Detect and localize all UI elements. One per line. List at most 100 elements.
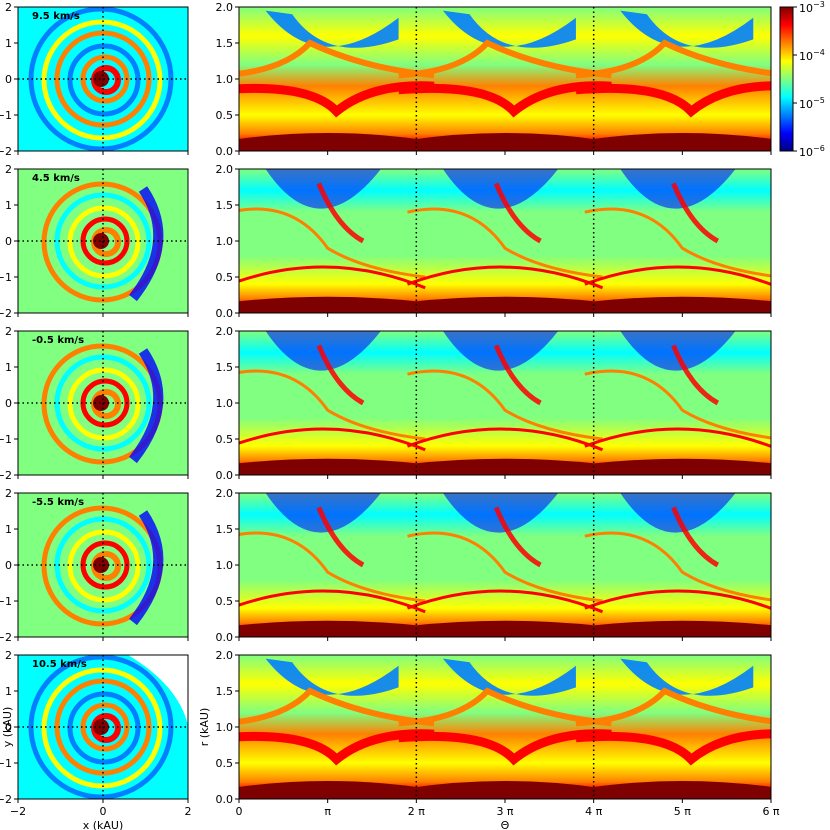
tick-label: 2.0 <box>216 325 234 338</box>
tick-label: −2 <box>0 631 12 644</box>
tick-label: 1.0 <box>216 73 234 86</box>
right-map <box>239 493 771 637</box>
shock-front <box>239 589 426 614</box>
tick-label: −1 <box>0 757 12 770</box>
tick-label: 0.5 <box>216 757 234 770</box>
colorbar-tick-label: 10−5 <box>799 96 825 111</box>
density-ring <box>67 691 141 765</box>
shock-front <box>239 531 426 603</box>
inner-dense-layer <box>239 620 426 637</box>
tick-label: 1.5 <box>216 361 234 374</box>
x-axis-label: x (kAU) <box>83 819 124 830</box>
tick-label: 4 π <box>585 805 602 818</box>
colorbar: 10−3 10−4 10−5 10−6 <box>779 0 825 159</box>
shock-front <box>398 39 612 79</box>
shock-front <box>584 589 771 611</box>
tick-label: 1 <box>5 685 12 698</box>
right-map <box>239 331 771 475</box>
tick-label: 3 π <box>496 805 513 818</box>
inner-dense-layer <box>239 296 426 313</box>
tick-label: 0 <box>5 559 12 572</box>
inner-dense-layer <box>407 458 603 475</box>
tick-label: 0.5 <box>216 595 234 608</box>
shock-front <box>584 207 771 278</box>
tick-label: 0.5 <box>216 271 234 284</box>
density-ring <box>67 529 141 603</box>
tick-label: 2 π <box>408 805 425 818</box>
tick-label: 2 <box>5 649 12 662</box>
inner-dense-layer <box>239 133 426 151</box>
tick-label: 2 <box>185 805 192 818</box>
panel-row: -0.5 km/s 2 1 0 −1 −2 2.0 1.5 1.0 0.5 0.0 <box>0 325 772 482</box>
panel-row: 4.5 km/s 2 1 0 −1 −2 2.0 1.5 1.0 0.5 0.0 <box>0 163 772 320</box>
panel-row: -5.5 km/s 2 1 0 −1 −2 2.0 1.5 1.0 0.5 0.0 <box>0 487 772 644</box>
tick-label: 0.0 <box>216 469 234 482</box>
shock-front <box>575 81 771 118</box>
shock-front <box>316 506 365 568</box>
shock-front <box>239 81 435 118</box>
colorbar-tick-label: 10−3 <box>799 0 825 15</box>
tick-label: 0.5 <box>216 109 234 122</box>
shock-front <box>239 687 435 727</box>
velocity-label: -5.5 km/s <box>32 497 84 508</box>
shock-front <box>239 265 426 290</box>
tick-label: 2.0 <box>216 487 234 500</box>
inner-dense-layer <box>407 620 603 637</box>
inner-dense-layer <box>584 458 771 475</box>
inner-dense-layer <box>239 781 426 799</box>
tick-label: 2 <box>5 1 12 14</box>
tick-label: 6 π <box>762 805 779 818</box>
shock-front <box>493 506 542 568</box>
shock-front <box>493 344 542 406</box>
shock-front <box>316 182 365 244</box>
shock-front <box>398 81 612 118</box>
shock-front <box>584 265 771 287</box>
tick-label: 1 <box>5 523 12 536</box>
low-density-band <box>442 658 576 696</box>
tick-label: −1 <box>0 595 12 608</box>
central-core <box>93 719 109 735</box>
density-ring <box>41 667 163 789</box>
shock-front <box>671 182 720 244</box>
inner-dense-layer <box>584 296 771 313</box>
velocity-label: -0.5 km/s <box>32 335 84 346</box>
tick-label: 1.0 <box>216 235 234 248</box>
colorbar-tick-label: 10−6 <box>799 144 825 159</box>
tick-label: −2 <box>0 793 12 806</box>
central-core <box>93 233 109 249</box>
inner-dense-layer <box>407 781 603 799</box>
right-map <box>239 655 771 799</box>
shock-front <box>575 687 771 727</box>
low-density-arc <box>129 510 164 626</box>
shock-front <box>671 506 720 568</box>
tick-label: 1.0 <box>216 721 234 734</box>
tick-label: 0 <box>5 721 12 734</box>
tick-label: 5 π <box>674 805 691 818</box>
right-map <box>239 169 771 313</box>
density-ring <box>67 43 141 117</box>
density-ring <box>67 367 141 441</box>
central-core <box>93 71 109 87</box>
right-map <box>239 7 771 151</box>
inner-dense-layer <box>407 133 603 151</box>
empty-region <box>128 655 188 725</box>
tick-label: 0.0 <box>216 307 234 320</box>
inner-dense-layer <box>584 781 771 799</box>
shock-front <box>407 531 603 603</box>
tick-label: 1.0 <box>216 397 234 410</box>
tick-label: 0.0 <box>216 631 234 644</box>
tick-label: −2 <box>0 307 12 320</box>
tick-label: 1.0 <box>216 559 234 572</box>
map-background <box>239 7 771 151</box>
tick-label: 2.0 <box>216 1 234 14</box>
shock-front <box>493 182 542 244</box>
panel-rows: 9.5 km/s 2 1 0 −1 −2 2.0 1.5 1.0 0.5 0.0 4.5 km/s 2 1… <box>0 1 780 818</box>
tick-label: 0.0 <box>216 793 234 806</box>
tick-label: 0 <box>100 805 107 818</box>
colorbar-tick-label: 10−4 <box>799 48 825 63</box>
tick-label: 1.5 <box>216 199 234 212</box>
shock-front <box>239 729 435 766</box>
low-density-band <box>265 10 399 48</box>
low-density-band <box>265 658 399 696</box>
shock-front <box>406 265 604 290</box>
